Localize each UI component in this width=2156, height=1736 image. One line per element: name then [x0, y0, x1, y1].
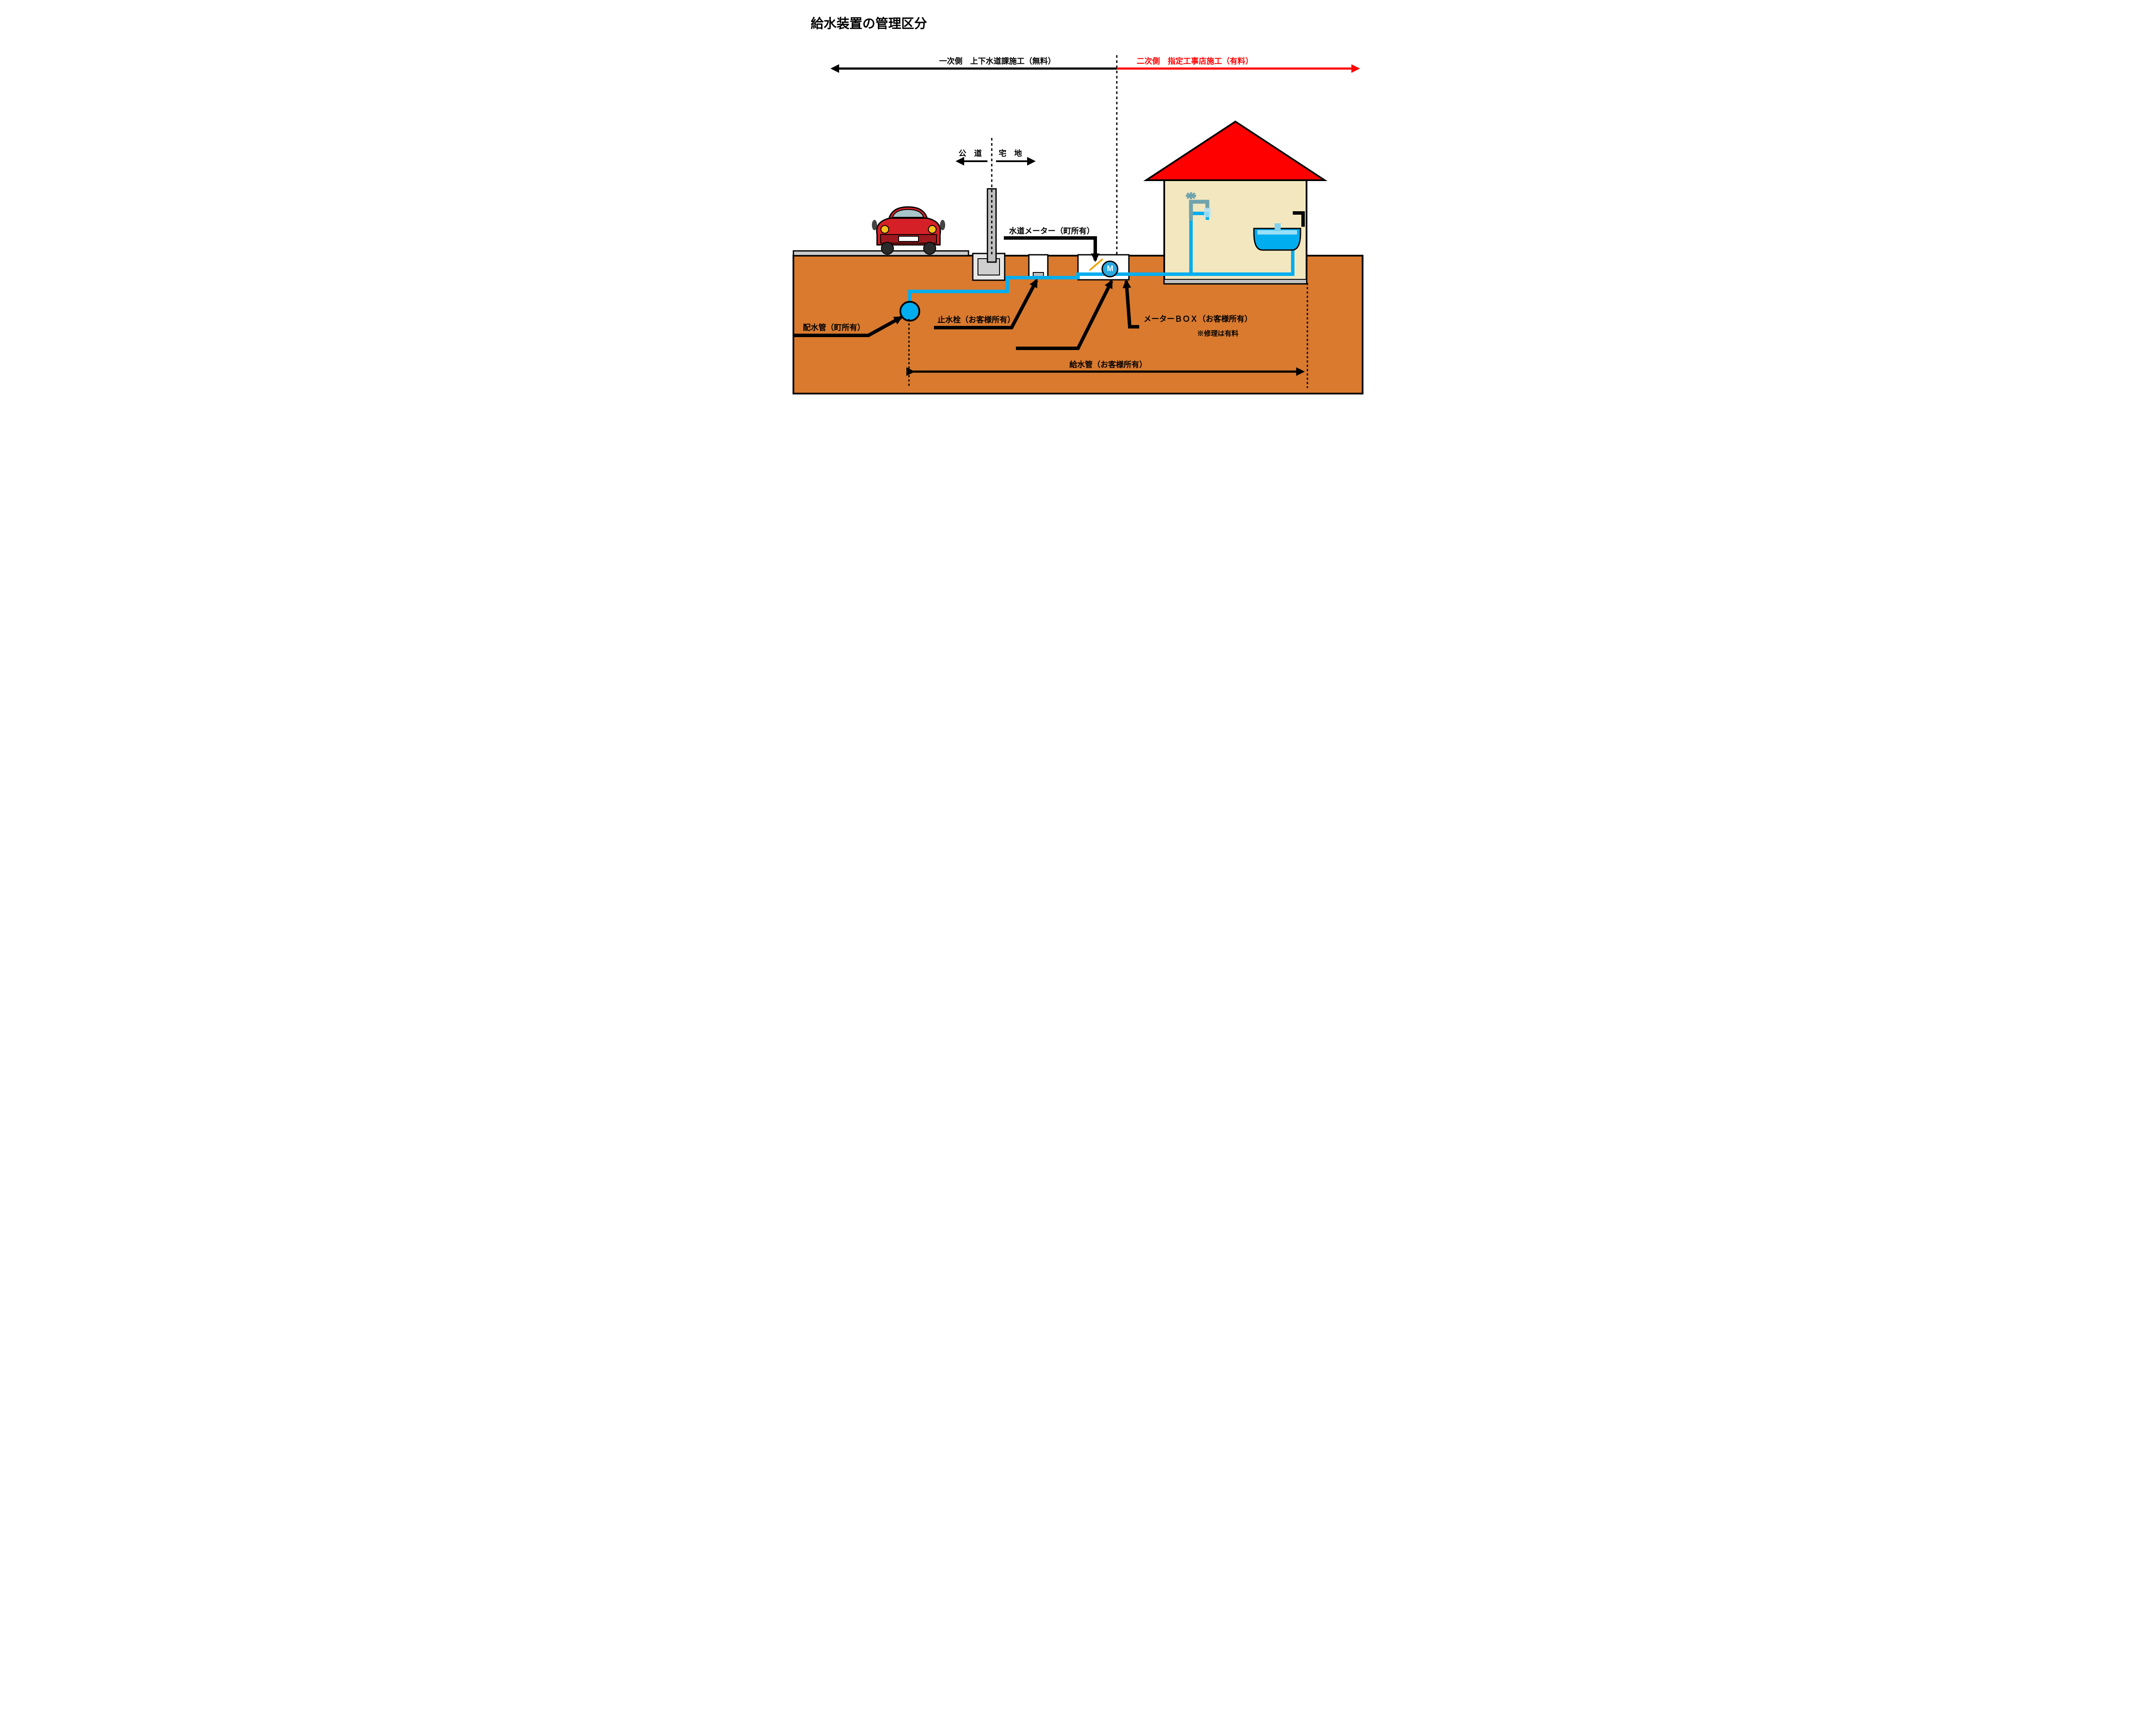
label-secondary-side: 二次側 指定工事店施工（有料） [1137, 55, 1253, 66]
meter-m-label: M [1107, 264, 1113, 273]
label-mbox: メーターＢＯＸ（お客様所有） [1144, 313, 1252, 324]
label-supply-pipe: 給水管（お客様所有） [1069, 359, 1147, 370]
diagram-svg [776, 0, 1380, 399]
diagram-stage: 給水装置の管理区分 一次側 上下水道課施工（無料） 二次側 指定工事店施工（有料… [776, 0, 1380, 399]
label-shisuisen: 止水栓（お客様所有） [937, 314, 1015, 325]
label-haisui: 配水管（町所有） [803, 322, 865, 333]
label-public-road: 公 道 [959, 147, 982, 159]
label-suido: 水道メーター（町所有） [1009, 225, 1094, 236]
label-note: ※修理は有料 [1197, 328, 1238, 338]
label-private-land: 宅 地 [999, 147, 1022, 159]
label-primary-side: 一次側 上下水道課施工（無料） [939, 55, 1056, 66]
